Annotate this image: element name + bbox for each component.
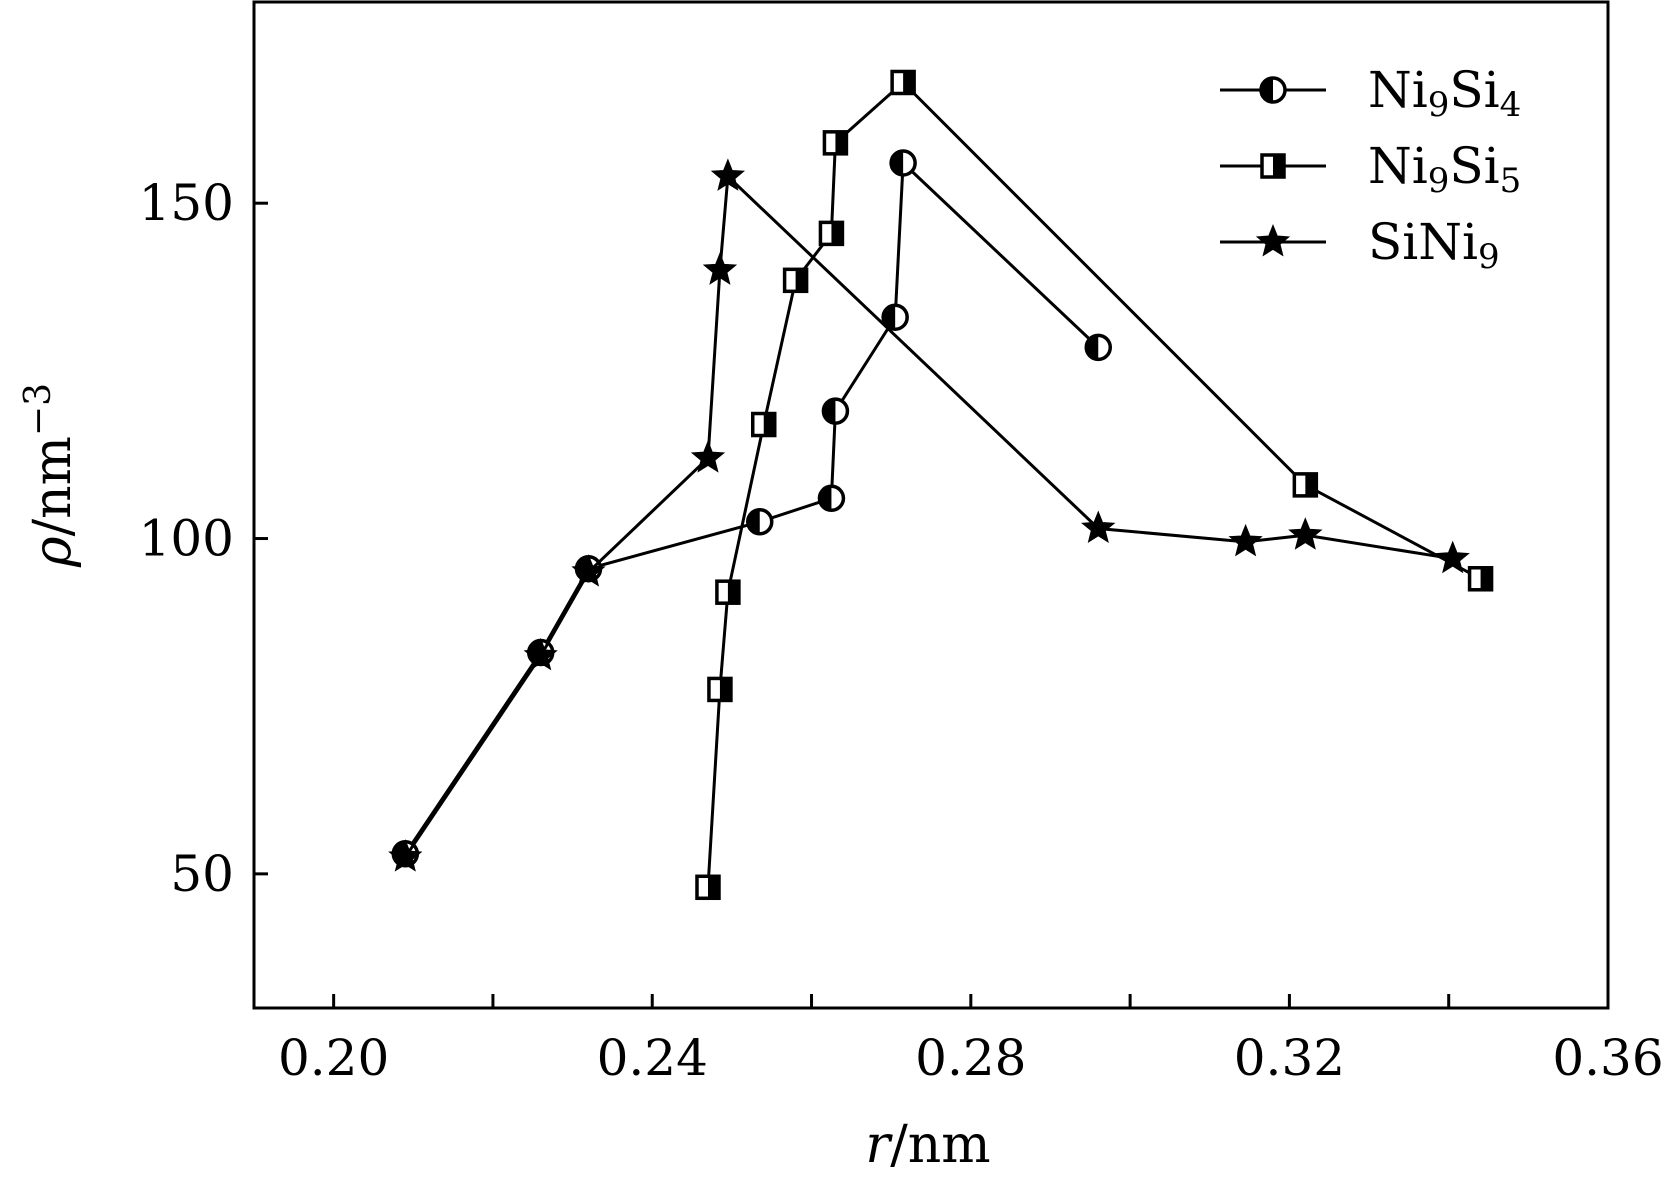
x-axis-unit: /nm [890,1115,990,1175]
data-point-1-0 [695,874,721,901]
data-point-2-0-shape [388,839,423,872]
legend-item-1: Ni9Si5 [1220,137,1521,201]
data-point-0-6-fill [883,305,896,330]
plot-frame [252,0,1610,1010]
legend-marker-2 [1255,223,1291,257]
legend-marker-1 [1260,153,1286,179]
data-point-0-8 [1084,333,1113,362]
data-point-0-7-fill [891,150,904,175]
y-axis-unit: /nm [23,436,83,536]
data-point-1-8-fill [1305,473,1317,496]
data-point-1-4 [782,267,809,294]
y-axis-label: ρ/nm−3 [18,383,83,568]
data-point-2-6-shape [1081,510,1116,544]
y-tick-label: 100 [139,510,234,568]
data-point-1-1 [707,676,733,703]
series-2 [388,158,1470,872]
data-point-2-2-shape [571,554,606,587]
y-axis-exponent: −3 [18,383,59,436]
x-tick-label: 0.28 [915,1029,1026,1087]
data-point-2-0 [388,839,423,872]
data-point-2-8-shape [1288,517,1323,550]
data-point-1-9 [1467,566,1494,592]
data-point-2-4-shape [702,252,738,285]
x-tick-label: 0.36 [1552,1029,1663,1087]
data-point-2-3 [690,440,726,473]
legend-marker-2-shape [1255,223,1291,257]
data-point-2-8 [1288,517,1323,550]
data-point-2-5 [710,158,746,191]
data-point-0-6 [881,303,909,331]
data-point-0-4 [817,484,846,513]
y-axis-var: ρ [23,536,83,568]
data-point-2-1-shape [523,637,558,671]
data-point-2-9-shape [1435,540,1470,574]
data-point-1-8 [1292,472,1319,498]
data-point-1-6-fill [835,131,847,154]
data-point-2-2 [571,554,606,587]
legend-marker-0-fill [1261,78,1273,102]
legend-marker-1-fill [1273,155,1284,177]
data-point-0-3 [746,508,774,536]
data-point-1-6 [822,130,849,156]
legend-label-2: SiNi9 [1368,213,1500,277]
legend-marker-0 [1259,76,1287,104]
data-point-1-3 [750,411,777,438]
x-tick-label: 0.32 [1234,1029,1345,1087]
data-point-2-7 [1228,523,1263,557]
y-tick-label: 50 [170,845,234,903]
data-point-1-5-fill [831,222,843,245]
data-point-1-2 [715,579,741,605]
data-point-0-7 [889,149,917,177]
legend-item-2: SiNi9 [1220,213,1500,277]
data-point-2-3-shape [690,440,726,473]
data-point-1-3-fill [763,413,775,436]
axis-layer: 0.20 0.24 0.28 0.32 0.36 50 100 150 [139,174,1664,1087]
legend-item-0: Ni9Si4 [1220,61,1521,125]
data-point-2-1 [523,637,558,671]
legend: Ni9Si4 Ni9Si5 SiNi9 [1220,61,1521,277]
data-point-0-4-fill [819,486,832,511]
data-point-1-7-fill [903,71,915,94]
x-axis-var: r [865,1115,893,1175]
data-point-0-3-fill [747,509,760,534]
series-line-2 [404,173,1453,858]
data-point-2-9 [1435,540,1470,574]
data-point-2-5-shape [710,158,746,191]
series-layer [388,69,1494,901]
data-point-1-7 [890,69,916,96]
data-point-2-7-shape [1228,523,1263,557]
data-point-2-6 [1081,510,1116,544]
data-point-1-4-fill [795,269,807,292]
data-point-2-4 [702,252,738,285]
data-point-0-5-fill [823,399,836,424]
y-tick-label: 150 [139,174,234,232]
data-point-1-5 [818,220,845,247]
x-tick-label: 0.24 [597,1029,708,1087]
data-point-1-0-fill [707,876,719,899]
data-point-1-1-fill [719,678,731,701]
legend-label-0: Ni9Si4 [1368,61,1521,125]
data-point-0-8-fill [1086,335,1099,360]
data-point-1-9-fill [1480,567,1492,590]
data-point-1-2-fill [727,581,739,604]
legend-label-1: Ni9Si5 [1368,137,1521,201]
x-axis-label: r/nm [865,1115,990,1175]
data-point-0-5 [821,397,850,425]
x-tick-label: 0.20 [278,1029,389,1087]
